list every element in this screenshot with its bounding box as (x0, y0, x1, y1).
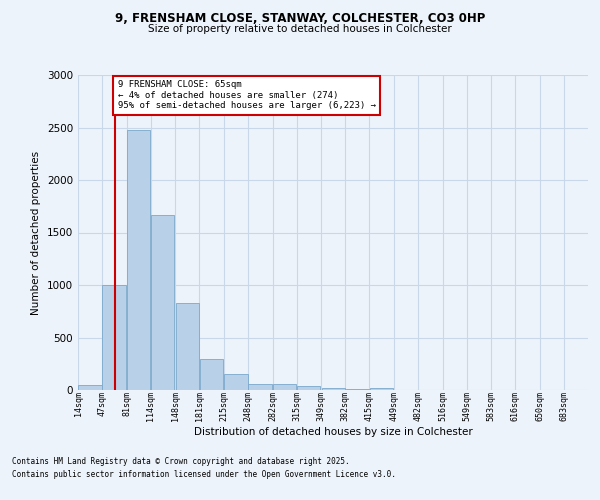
Text: Contains HM Land Registry data © Crown copyright and database right 2025.: Contains HM Land Registry data © Crown c… (12, 458, 350, 466)
Bar (78, 385, 102, 390)
Y-axis label: Number of detached properties: Number of detached properties (31, 150, 41, 314)
Text: 9 FRENSHAM CLOSE: 65sqm
← 4% of detached houses are smaller (274)
95% of semi-de: 9 FRENSHAM CLOSE: 65sqm ← 4% of detached… (118, 80, 376, 110)
Bar (273, 384, 296, 390)
Bar (200, 358, 223, 390)
Text: Contains public sector information licensed under the Open Government Licence v3: Contains public sector information licen… (12, 470, 396, 479)
Bar (248, 384, 272, 390)
Bar (151, 214, 175, 390)
Bar (224, 374, 248, 390)
Bar (297, 386, 320, 390)
X-axis label: Distribution of detached houses by size in Colchester: Distribution of detached houses by size … (194, 427, 472, 437)
Bar (322, 388, 345, 390)
Bar (102, 285, 126, 390)
Bar (370, 388, 393, 390)
Text: Size of property relative to detached houses in Colchester: Size of property relative to detached ho… (148, 24, 452, 34)
Bar (176, 303, 199, 390)
Bar (127, 130, 151, 390)
Text: 9, FRENSHAM CLOSE, STANWAY, COLCHESTER, CO3 0HP: 9, FRENSHAM CLOSE, STANWAY, COLCHESTER, … (115, 12, 485, 26)
